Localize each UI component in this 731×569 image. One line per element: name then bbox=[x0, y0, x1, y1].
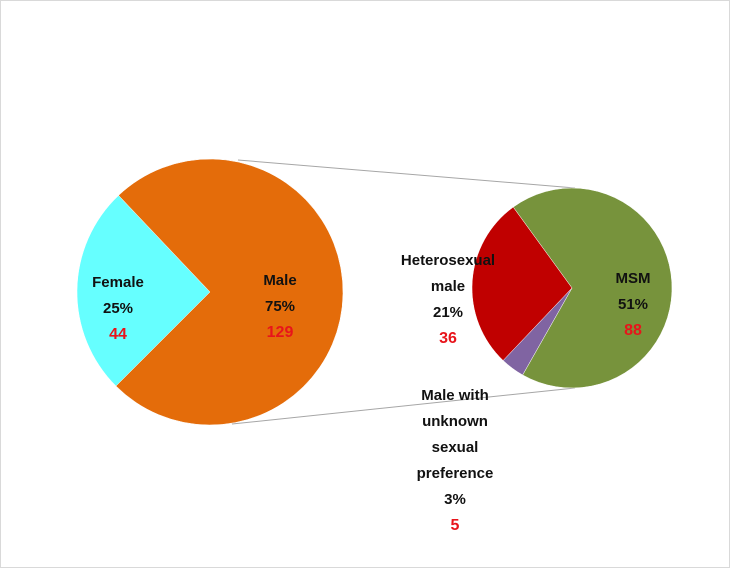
pie-slice bbox=[512, 187, 673, 389]
count-label: 36 bbox=[439, 330, 457, 347]
category-label: Male bbox=[263, 272, 297, 289]
count-label: 5 bbox=[450, 517, 460, 534]
category-label: Male with unknown sexual preference bbox=[416, 387, 494, 482]
count-label: 44 bbox=[109, 326, 127, 343]
percent-label: 3% bbox=[444, 491, 466, 508]
pie-slice bbox=[471, 206, 573, 361]
slice-label: MSM 51% 88 bbox=[583, 266, 683, 344]
category-label: Heterosexual male bbox=[400, 252, 496, 295]
category-label: Female bbox=[92, 274, 144, 291]
percent-label: 75% bbox=[264, 298, 296, 315]
slice-label: Female 25% 44 bbox=[68, 270, 168, 348]
count-label: 88 bbox=[624, 322, 642, 339]
pie-slice bbox=[76, 195, 211, 387]
slice-label: Male 75% 129 bbox=[230, 268, 330, 346]
count-label: 129 bbox=[266, 324, 294, 341]
percent-label: 21% bbox=[432, 304, 464, 321]
connector-line bbox=[231, 387, 576, 425]
slice-label: Male with unknown sexual preference 3% 5 bbox=[400, 383, 510, 539]
category-label: MSM bbox=[615, 270, 651, 287]
percent-label: 25% bbox=[102, 300, 134, 317]
connector-line bbox=[237, 159, 576, 189]
percent-label: 51% bbox=[617, 296, 649, 313]
slice-label: Heterosexual male 21% 36 bbox=[388, 248, 508, 352]
pie-slice bbox=[115, 158, 344, 426]
